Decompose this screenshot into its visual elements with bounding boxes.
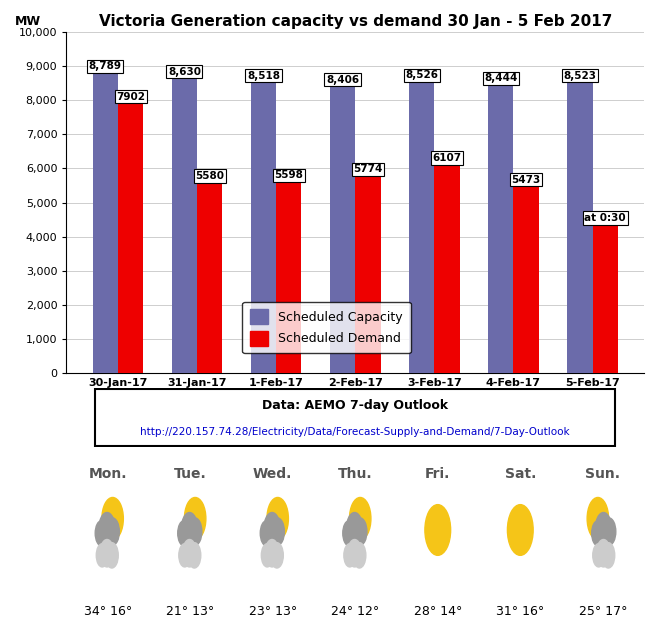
Text: 21° 13°: 21° 13° (166, 605, 214, 618)
Bar (567, 82, 592, 373)
Circle shape (592, 520, 604, 546)
Bar (488, 85, 513, 373)
Text: 5580: 5580 (195, 171, 224, 181)
Circle shape (179, 544, 191, 567)
Text: 8,523: 8,523 (563, 71, 596, 80)
Text: Data: AEMO 7-day Outlook: Data: AEMO 7-day Outlook (262, 399, 448, 412)
Circle shape (264, 513, 280, 544)
Circle shape (106, 518, 120, 545)
Circle shape (587, 497, 609, 540)
Text: 25° 17°: 25° 17° (578, 605, 627, 618)
Bar (355, 176, 380, 373)
Bar (434, 165, 459, 373)
Circle shape (178, 520, 191, 546)
Circle shape (100, 540, 114, 567)
Circle shape (344, 544, 356, 567)
Bar (276, 182, 301, 373)
Bar (172, 78, 197, 373)
Text: 8,444: 8,444 (484, 73, 517, 83)
Text: 23° 13°: 23° 13° (248, 605, 297, 618)
Text: 8,630: 8,630 (168, 67, 201, 77)
Text: Fri.: Fri. (425, 466, 450, 480)
Circle shape (96, 544, 108, 567)
Bar (409, 82, 434, 373)
Text: 8,526: 8,526 (405, 71, 438, 80)
Bar (330, 86, 355, 373)
Text: Sat.: Sat. (505, 466, 536, 480)
Circle shape (99, 513, 115, 544)
Text: 31° 16°: 31° 16° (496, 605, 544, 618)
Circle shape (102, 497, 124, 540)
Text: 5774: 5774 (353, 164, 382, 175)
Bar (592, 225, 618, 373)
Circle shape (593, 544, 604, 567)
Text: 6107: 6107 (432, 153, 461, 163)
Bar (251, 82, 276, 373)
Circle shape (596, 540, 610, 567)
FancyBboxPatch shape (96, 389, 615, 445)
Bar (197, 183, 222, 373)
Circle shape (188, 543, 201, 568)
Circle shape (267, 497, 288, 540)
Text: at 0:30: at 0:30 (584, 213, 626, 223)
Text: 8,518: 8,518 (247, 71, 280, 81)
Text: http://220.157.74.28/Electricity/Data/Forecast-Supply-and-Demand/7-Day-Outlook: http://220.157.74.28/Electricity/Data/Fo… (140, 427, 570, 437)
Circle shape (347, 513, 363, 544)
Circle shape (270, 518, 284, 545)
Title: Victoria Generation capacity vs demand 30 Jan - 5 Feb 2017: Victoria Generation capacity vs demand 3… (98, 14, 612, 29)
Text: 8,789: 8,789 (89, 62, 122, 71)
Circle shape (353, 543, 366, 568)
Bar (93, 73, 118, 373)
Circle shape (188, 518, 202, 545)
Circle shape (602, 518, 616, 545)
Circle shape (343, 520, 356, 546)
Circle shape (265, 540, 279, 567)
Text: Thu.: Thu. (338, 466, 373, 480)
Circle shape (106, 543, 118, 568)
Text: 28° 14°: 28° 14° (414, 605, 462, 618)
Circle shape (270, 543, 284, 568)
Text: Wed.: Wed. (253, 466, 292, 480)
Circle shape (95, 520, 108, 546)
Text: Mon.: Mon. (88, 466, 127, 480)
Circle shape (507, 505, 533, 555)
Text: 5473: 5473 (511, 175, 540, 185)
Bar (513, 187, 539, 373)
Legend: Scheduled Capacity, Scheduled Demand: Scheduled Capacity, Scheduled Demand (242, 301, 410, 354)
Circle shape (348, 540, 362, 567)
Circle shape (353, 518, 367, 545)
Circle shape (425, 505, 451, 555)
Text: Tue.: Tue. (174, 466, 207, 480)
Circle shape (185, 497, 206, 540)
Circle shape (183, 540, 197, 567)
Circle shape (262, 544, 273, 567)
Circle shape (596, 513, 612, 544)
Circle shape (260, 520, 273, 546)
Text: 7902: 7902 (116, 92, 145, 102)
Circle shape (349, 497, 371, 540)
Text: 34° 16°: 34° 16° (84, 605, 131, 618)
Circle shape (602, 543, 615, 568)
Text: 8,406: 8,406 (326, 75, 359, 85)
Text: MW: MW (15, 15, 41, 29)
Text: 5598: 5598 (274, 171, 303, 180)
Circle shape (181, 513, 198, 544)
Bar (118, 103, 143, 373)
Text: Sun.: Sun. (586, 466, 620, 480)
Text: 24° 12°: 24° 12° (331, 605, 379, 618)
